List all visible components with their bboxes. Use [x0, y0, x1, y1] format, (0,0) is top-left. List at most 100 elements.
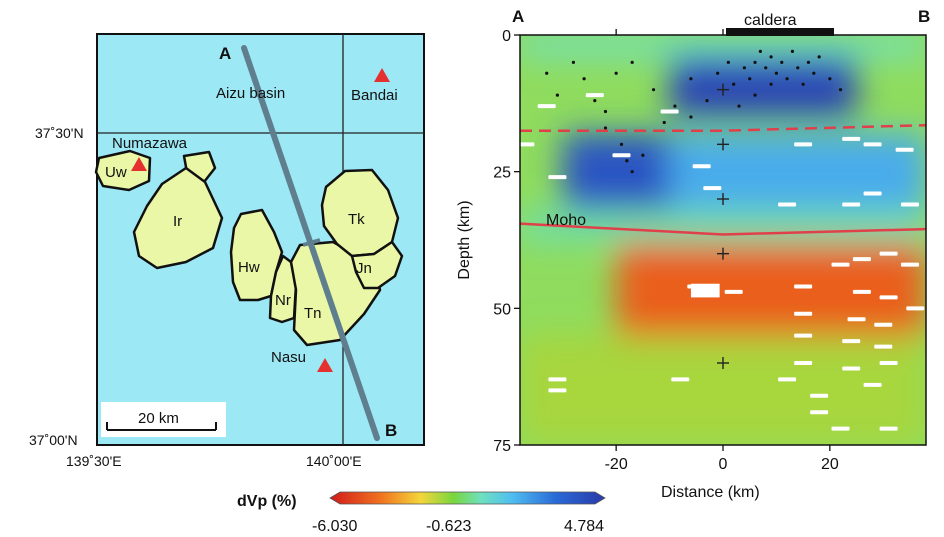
resolution-dash	[847, 317, 866, 322]
resolution-dash	[831, 262, 850, 267]
resolution-dash	[863, 142, 882, 147]
y-axis-label: Depth (km)	[456, 200, 473, 279]
earthquake-dot	[796, 66, 800, 70]
resolution-dash	[879, 251, 898, 256]
y-tick-label: 75	[493, 438, 511, 455]
resolution-dash	[874, 344, 893, 349]
earthquake-dot	[732, 82, 736, 86]
caldera-label-ir: Ir	[173, 213, 182, 230]
anomaly-0	[520, 35, 926, 57]
earthquake-dot	[641, 153, 645, 157]
poor-resolution-marks	[520, 93, 925, 431]
earthquake-dot	[689, 77, 693, 81]
resolution-dash	[831, 426, 850, 431]
map-panel: A B Aizu basin Bandai Numazawa Nasu Uw I…	[29, 33, 425, 469]
resolution-dash	[778, 202, 797, 207]
anomaly-5	[616, 242, 926, 336]
lat-label-3700: 37˚00'N	[29, 432, 78, 448]
x-tick-label: -20	[605, 456, 628, 473]
earthquake-dot	[603, 126, 608, 130]
bandai-label: Bandai	[351, 87, 398, 104]
caldera-label-tn: Tn	[304, 305, 322, 322]
caldera-label-jn: Jn	[356, 260, 372, 277]
earthquake-dots	[545, 49, 843, 174]
resolution-dash	[863, 382, 882, 387]
earthquake-dot	[662, 120, 666, 125]
resolution-dash	[794, 142, 813, 147]
section-end-label: B	[918, 7, 930, 26]
colorbar-scale	[329, 491, 606, 505]
resolution-dash	[548, 175, 567, 180]
resolution-dash	[794, 284, 813, 289]
nasu-label: Nasu	[271, 349, 306, 366]
earthquake-dot	[817, 55, 821, 59]
cross-section: caldera A B Moho -20 0 20 0 25 50 75 Distance…	[456, 7, 930, 501]
resolution-dash	[842, 136, 861, 141]
resolution-dash	[794, 311, 813, 316]
resolution-dash	[660, 109, 679, 114]
lon-label-14000: 140˚00'E	[306, 453, 362, 469]
resolution-dash	[548, 377, 567, 382]
resolution-dash	[612, 153, 631, 158]
resolution-dash	[724, 289, 743, 294]
earthquake-dot	[806, 60, 811, 64]
resolution-dash	[810, 393, 829, 398]
resolution-dash	[585, 93, 604, 98]
colorbar-label: dVp (%)	[237, 493, 297, 510]
x-tick-label: 0	[719, 456, 728, 473]
resolution-dash	[703, 186, 722, 191]
earthquake-dot	[838, 88, 843, 92]
earthquake-dot	[726, 60, 730, 64]
earthquake-dot	[689, 115, 693, 119]
moho-label: Moho	[546, 212, 586, 229]
earthquake-dot	[571, 60, 576, 64]
earthquake-dot	[619, 142, 624, 146]
earthquake-dot	[651, 88, 656, 92]
cross-markers	[717, 83, 729, 369]
lon-label-13930: 139˚30'E	[66, 453, 122, 469]
dashed-interface-line	[520, 123, 926, 132]
caldera-hw	[229, 208, 284, 302]
cross-marker	[717, 357, 729, 369]
resolution-block	[690, 283, 720, 298]
resolution-dash	[874, 322, 893, 327]
anomaly-6	[520, 335, 926, 445]
resolution-dash	[671, 377, 690, 382]
section-start-label: A	[512, 7, 524, 26]
earthquake-dot	[769, 82, 773, 86]
earthquake-dot	[785, 77, 789, 81]
resolution-dash	[842, 202, 861, 207]
scale-bar-label: 20 km	[138, 410, 179, 427]
earthquake-dot	[603, 109, 608, 114]
cross-marker	[717, 83, 729, 96]
earthquake-dot	[753, 60, 757, 64]
profile-start-label: A	[219, 44, 231, 63]
y-tick-label: 50	[493, 301, 511, 318]
caldera-label-hw: Hw	[238, 259, 260, 276]
earthquake-dot	[737, 104, 741, 108]
resolution-dash	[810, 410, 829, 415]
volcano-bandai-icon	[374, 68, 390, 82]
resolution-dash	[520, 142, 535, 147]
caldera-uw	[94, 149, 152, 192]
colorbar-max-label: 4.784	[564, 518, 604, 535]
caldera-label-tk: Tk	[348, 211, 365, 228]
earthquake-dot	[705, 99, 709, 103]
earthquake-dot	[593, 99, 597, 103]
earthquake-dot	[555, 93, 559, 97]
velocity-anomalies	[520, 35, 926, 445]
resolution-dash	[842, 339, 861, 344]
earthquake-dot	[764, 66, 768, 70]
resolution-dash	[692, 164, 711, 169]
aizu-basin-label: Aizu basin	[216, 85, 285, 102]
resolution-dash	[548, 388, 567, 393]
profile-end-label: B	[385, 421, 397, 440]
caldera-label-uw: Uw	[105, 164, 127, 181]
earthquake-dot	[716, 71, 720, 75]
x-axis-label: Distance (km)	[661, 484, 760, 501]
caldera-polygons	[94, 149, 404, 347]
moho-line	[520, 222, 926, 236]
earthquake-dot	[769, 55, 773, 59]
colorbar-mid-label: -0.623	[426, 518, 471, 535]
